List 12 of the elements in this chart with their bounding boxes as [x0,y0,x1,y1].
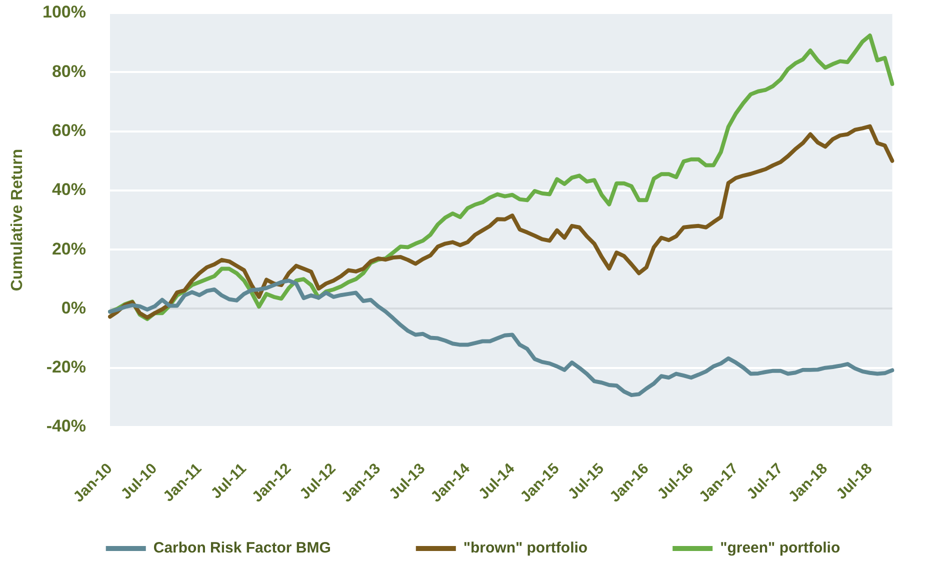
y-tick-label: 0% [61,298,86,318]
y-tick-label: -40% [46,416,86,436]
legend-label: Carbon Risk Factor BMG [153,540,331,557]
legend-label: "green" portfolio [720,540,840,557]
y-tick-label: 20% [52,239,86,258]
y-axis-title: Cumulative Return [9,148,26,292]
y-tick-label: 100% [42,2,86,22]
y-tick-label: 80% [52,62,86,81]
legend-label: "brown" portfolio [463,540,588,557]
y-tick-label: 40% [52,180,86,200]
y-tick-label: 60% [52,120,86,140]
y-tick-label: -20% [46,358,86,377]
